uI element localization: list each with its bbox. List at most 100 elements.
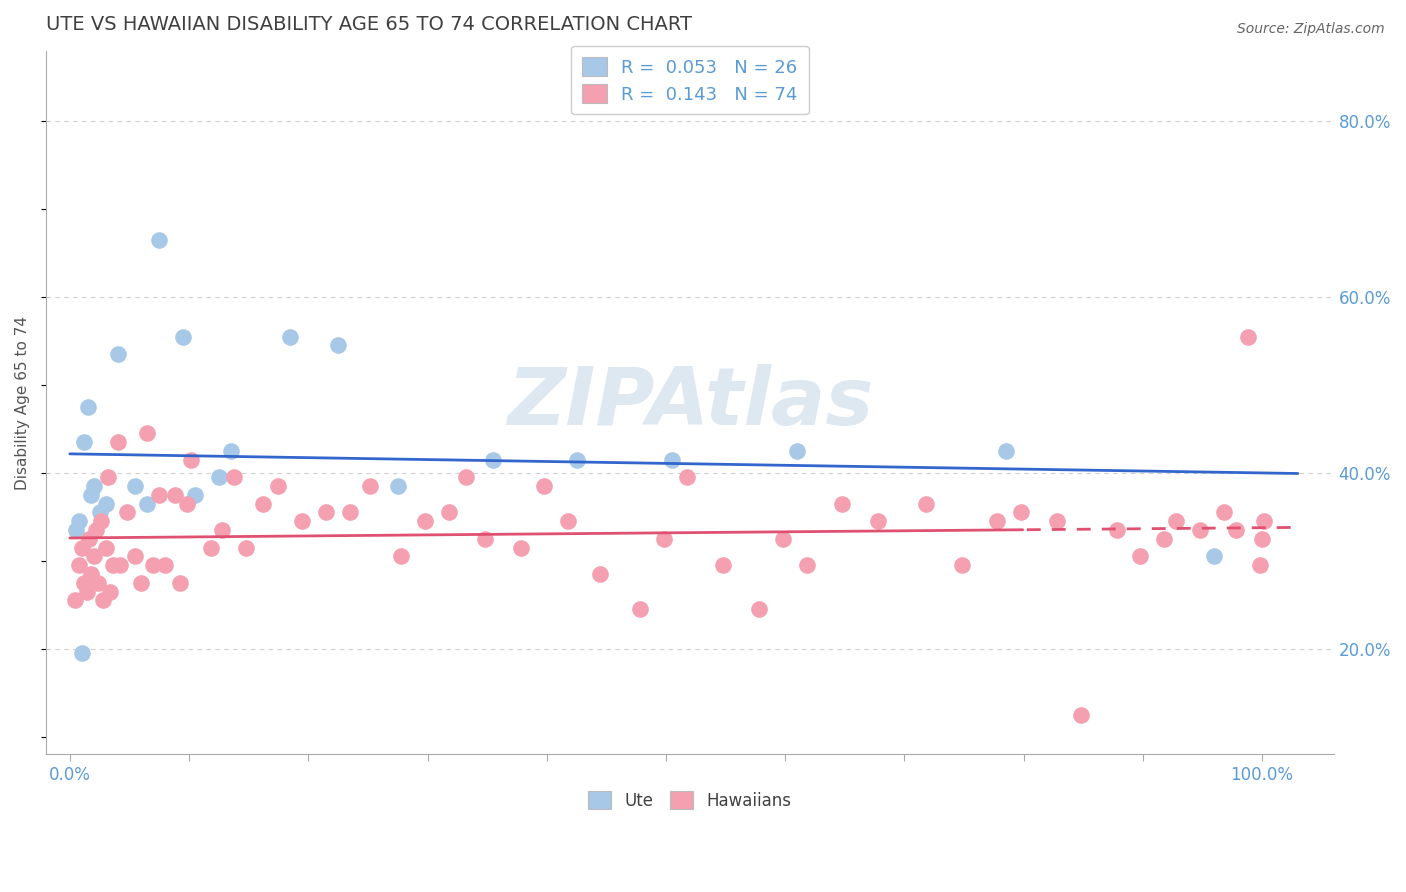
Point <box>482 452 505 467</box>
Point <box>94 497 117 511</box>
Legend: Ute, Hawaiians: Ute, Hawaiians <box>581 784 799 816</box>
Point <box>101 558 124 573</box>
Point <box>1253 514 1275 528</box>
Point <box>533 479 555 493</box>
Point <box>1105 523 1128 537</box>
Point <box>65 523 87 537</box>
Point <box>124 479 146 493</box>
Point <box>83 549 105 564</box>
Point <box>94 541 117 555</box>
Point <box>413 514 436 528</box>
Point <box>70 646 93 660</box>
Point <box>589 566 612 581</box>
Point <box>986 514 1008 528</box>
Point <box>89 505 111 519</box>
Point <box>359 479 381 493</box>
Point <box>1070 707 1092 722</box>
Point <box>136 426 159 441</box>
Point <box>772 532 794 546</box>
Point <box>474 532 496 546</box>
Point <box>326 338 349 352</box>
Point <box>994 443 1017 458</box>
Point <box>1251 532 1274 546</box>
Point <box>252 497 274 511</box>
Point <box>176 497 198 511</box>
Point <box>148 233 170 247</box>
Point <box>200 541 222 555</box>
Point <box>172 329 194 343</box>
Point <box>108 558 131 573</box>
Point <box>67 558 90 573</box>
Point <box>73 575 96 590</box>
Point <box>831 497 853 511</box>
Point <box>1010 505 1032 519</box>
Point <box>1225 523 1247 537</box>
Point <box>339 505 361 519</box>
Point <box>87 575 110 590</box>
Point <box>76 584 98 599</box>
Point <box>63 593 86 607</box>
Point <box>661 452 683 467</box>
Point <box>1153 532 1175 546</box>
Point <box>652 532 675 546</box>
Point <box>1204 549 1226 564</box>
Point <box>224 470 246 484</box>
Text: ZIPAtlas: ZIPAtlas <box>506 364 873 442</box>
Point <box>163 488 186 502</box>
Point <box>211 523 233 537</box>
Point <box>235 541 257 555</box>
Point <box>153 558 176 573</box>
Point <box>184 488 207 502</box>
Point <box>208 470 231 484</box>
Point <box>98 584 121 599</box>
Point <box>148 488 170 502</box>
Point <box>454 470 477 484</box>
Point <box>509 541 531 555</box>
Point <box>437 505 460 519</box>
Point <box>142 558 165 573</box>
Point <box>136 497 159 511</box>
Point <box>80 488 103 502</box>
Point <box>180 452 202 467</box>
Point <box>80 566 103 581</box>
Point <box>387 479 409 493</box>
Point <box>131 575 153 590</box>
Point <box>1249 558 1271 573</box>
Point <box>676 470 699 484</box>
Point <box>77 532 100 546</box>
Point <box>124 549 146 564</box>
Point <box>565 452 588 467</box>
Point <box>1189 523 1212 537</box>
Point <box>711 558 734 573</box>
Text: Source: ZipAtlas.com: Source: ZipAtlas.com <box>1237 22 1385 37</box>
Point <box>219 443 242 458</box>
Point <box>70 541 93 555</box>
Point <box>84 523 107 537</box>
Point <box>748 602 770 616</box>
Point <box>280 329 302 343</box>
Point <box>1213 505 1236 519</box>
Point <box>115 505 138 519</box>
Point <box>557 514 579 528</box>
Point <box>291 514 314 528</box>
Point <box>169 575 191 590</box>
Point <box>107 347 129 361</box>
Point <box>1166 514 1188 528</box>
Point <box>97 470 120 484</box>
Point <box>950 558 973 573</box>
Point <box>107 435 129 450</box>
Point <box>83 479 105 493</box>
Point <box>868 514 890 528</box>
Text: UTE VS HAWAIIAN DISABILITY AGE 65 TO 74 CORRELATION CHART: UTE VS HAWAIIAN DISABILITY AGE 65 TO 74 … <box>46 15 692 34</box>
Point <box>1236 329 1258 343</box>
Point <box>786 443 808 458</box>
Point <box>91 593 114 607</box>
Point <box>796 558 818 573</box>
Point <box>1046 514 1069 528</box>
Point <box>315 505 337 519</box>
Point <box>73 435 96 450</box>
Y-axis label: Disability Age 65 to 74: Disability Age 65 to 74 <box>15 316 30 490</box>
Point <box>90 514 112 528</box>
Point <box>915 497 938 511</box>
Point <box>76 400 98 414</box>
